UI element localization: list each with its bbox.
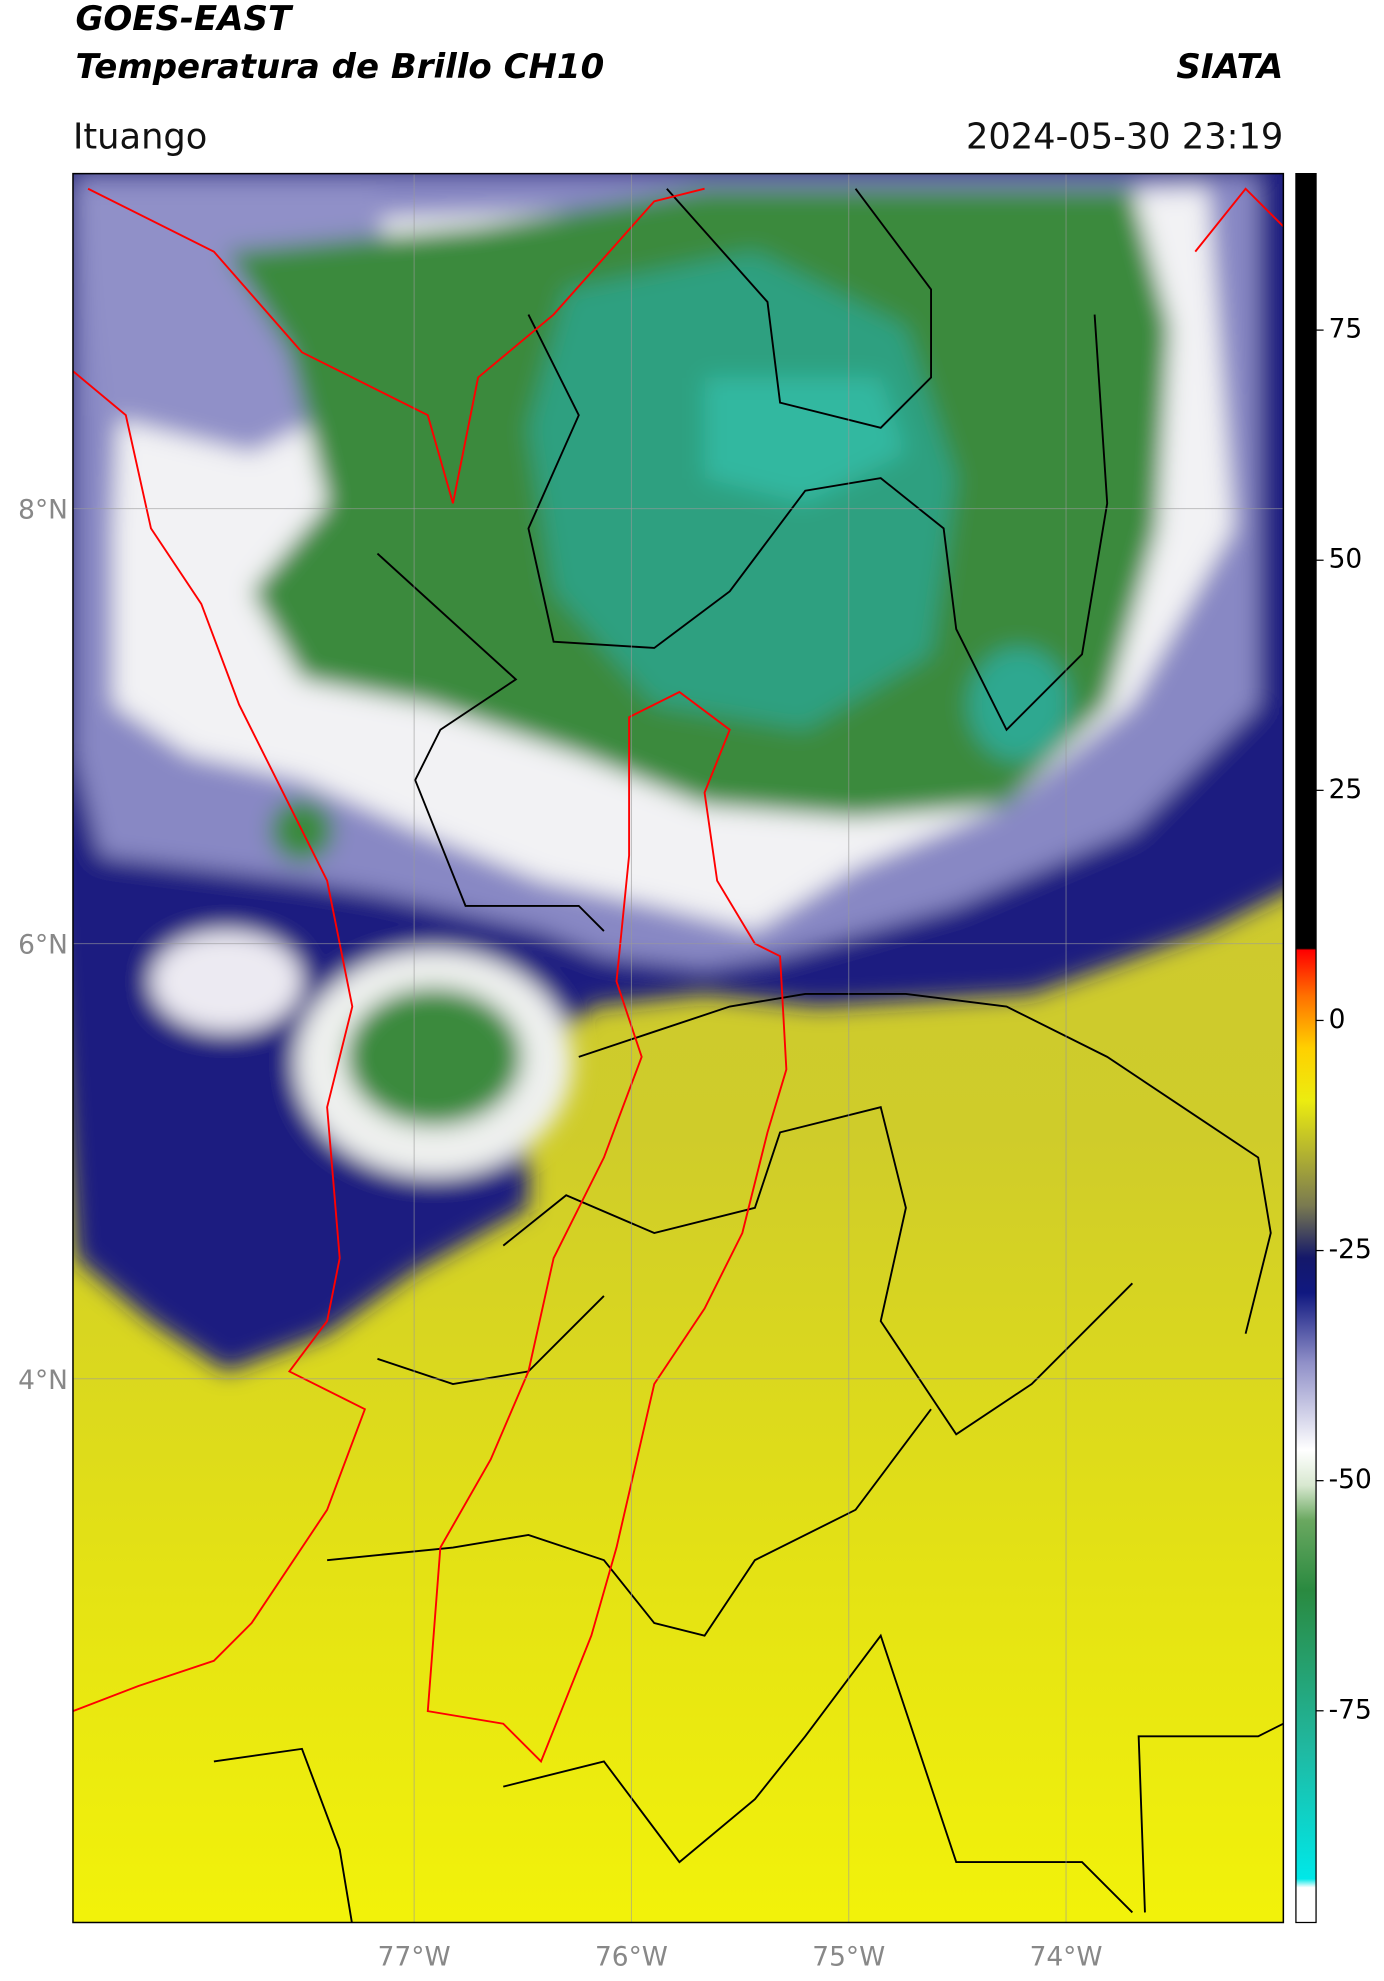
colorbar-tick-label: 0 — [1329, 1004, 1346, 1035]
lon-tick-label: 74°W — [1030, 1941, 1103, 1972]
colorbar — [1295, 172, 1317, 1924]
location: Ituango — [73, 116, 207, 157]
colorbar-tick-label: -75 — [1329, 1694, 1372, 1725]
lat-tick-label: 8°N — [18, 495, 68, 526]
colorbar-tick-label: 25 — [1329, 774, 1363, 805]
lon-tick-label: 75°W — [812, 1941, 885, 1972]
product-title: Temperatura de Brillo CH10 — [75, 47, 604, 87]
lon-tick-label: 76°W — [595, 1941, 668, 1972]
graticule: 77°W 76°W 75°W 74°W 8°N 6°N 4°N — [18, 173, 1284, 1972]
colorbar-tick-label: 50 — [1329, 544, 1363, 575]
satellite-title: GOES-EAST — [75, 0, 293, 39]
colorbar-tick-label: -25 — [1329, 1234, 1372, 1265]
colorbar-ticks: 75 50 25 0 -25 -50 -75 — [1316, 314, 1372, 1725]
lat-tick-label: 6°N — [18, 930, 68, 961]
colorbar-tick-label: 75 — [1329, 314, 1363, 345]
satellite-image — [72, 173, 1284, 1923]
lat-tick-label: 4°N — [18, 1365, 68, 1396]
lon-tick-label: 77°W — [378, 1941, 451, 1972]
region-outline — [72, 187, 1284, 1764]
agency: SIATA — [1176, 47, 1283, 87]
boundaries — [213, 188, 1284, 1923]
colorbar-tick-label: -50 — [1329, 1464, 1372, 1495]
map-frame — [72, 172, 1285, 1924]
datetime: 2024-05-30 23:19 — [966, 116, 1283, 157]
